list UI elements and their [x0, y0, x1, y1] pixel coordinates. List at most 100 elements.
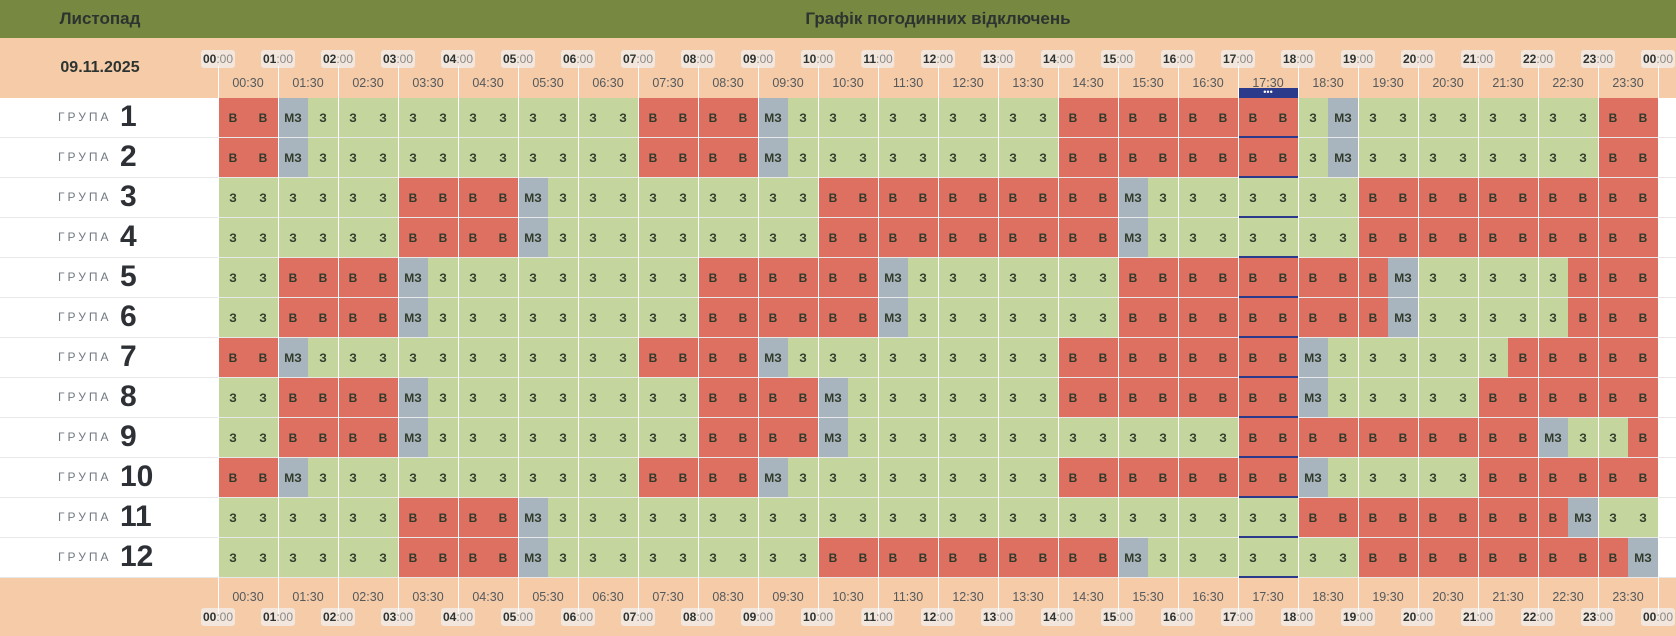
schedule-cell: З: [608, 338, 638, 378]
schedule-cell: З: [1118, 498, 1148, 538]
schedule-cell: З: [458, 258, 488, 298]
hour-tick: [1538, 578, 1539, 614]
schedule-cell: З: [908, 338, 938, 378]
schedule-cell: З: [458, 418, 488, 458]
schedule-cell: В: [1178, 338, 1208, 378]
schedule-cell: В: [1058, 378, 1088, 418]
hour-label-top: 04:00: [440, 50, 476, 68]
schedule-cell: В: [1448, 418, 1478, 458]
schedule-cell: В: [1388, 538, 1418, 578]
schedule-cell: З: [728, 178, 758, 218]
schedule-cell: В: [1358, 258, 1388, 298]
schedule-cell: З: [248, 538, 278, 578]
schedule-cell: В: [1478, 498, 1508, 538]
schedule-cell: В: [338, 258, 368, 298]
half-hour-label-bottom: 03:30: [412, 590, 444, 604]
current-time-underline: [1238, 176, 1298, 178]
schedule-cell: З: [1328, 378, 1358, 418]
schedule-cell: З: [1298, 178, 1328, 218]
schedule-cell: В: [1478, 538, 1508, 578]
schedule-cell: В: [338, 378, 368, 418]
hour-tick: [758, 578, 759, 614]
schedule-cell: З: [1418, 138, 1448, 178]
row-divider: [0, 257, 1676, 258]
schedule-cell: З: [938, 458, 968, 498]
hour-tick: [218, 66, 219, 98]
row-divider: [0, 457, 1676, 458]
schedule-cell: З: [788, 178, 818, 218]
schedule-cell: В: [938, 178, 968, 218]
half-hour-label-bottom: 07:30: [652, 590, 684, 604]
schedule-cell: В: [638, 138, 668, 178]
half-hour-label-bottom: 06:30: [592, 590, 624, 604]
schedule-cell: В: [938, 218, 968, 258]
schedule-cell: З: [758, 498, 788, 538]
half-hour-label-bottom: 00:30: [232, 590, 264, 604]
schedule-cell: З: [578, 338, 608, 378]
schedule-cell: МЗ: [758, 98, 788, 138]
schedule-cell: В: [1538, 338, 1568, 378]
half-hour-label-top: 13:30: [1012, 76, 1044, 90]
schedule-cell: З: [398, 98, 428, 138]
schedule-cell: З: [518, 458, 548, 498]
current-time-underline: [1238, 136, 1298, 138]
schedule-cell: МЗ: [1628, 538, 1658, 578]
schedule-cell: В: [1238, 338, 1268, 378]
schedule-cell: В: [1148, 98, 1178, 138]
schedule-cell: З: [848, 338, 878, 378]
schedule-cell: В: [1088, 98, 1118, 138]
schedule-cell: В: [908, 218, 938, 258]
schedule-cell: З: [848, 498, 878, 538]
schedule-cell: В: [1568, 178, 1598, 218]
row-divider: [0, 577, 1676, 578]
grid-hour-line: [1058, 98, 1059, 578]
schedule-cell: В: [1298, 298, 1328, 338]
group-label: ГРУПА 11: [0, 498, 200, 538]
schedule-cell: З: [218, 418, 248, 458]
schedule-cell: З: [458, 378, 488, 418]
schedule-cell: В: [398, 178, 428, 218]
grid-hour-line: [1658, 98, 1659, 578]
schedule-cell: З: [398, 138, 428, 178]
schedule-cell: В: [1298, 498, 1328, 538]
half-hour-label-top: 17:30: [1252, 76, 1284, 90]
half-hour-label-top: 00:30: [232, 76, 264, 90]
schedule-cell: В: [1628, 178, 1658, 218]
schedule-cell: З: [1298, 218, 1328, 258]
schedule-cell: З: [548, 98, 578, 138]
schedule-cell: В: [638, 338, 668, 378]
grid-hour-line: [578, 98, 579, 578]
half-hour-label-top: 05:30: [532, 76, 564, 90]
schedule-cell: З: [548, 178, 578, 218]
schedule-cell: З: [1298, 138, 1328, 178]
schedule-cell: В: [1478, 458, 1508, 498]
schedule-cell: З: [908, 298, 938, 338]
schedule-cell: В: [1568, 458, 1598, 498]
schedule-cell: В: [848, 258, 878, 298]
schedule-cell: МЗ: [1298, 338, 1328, 378]
schedule-cell: З: [518, 98, 548, 138]
half-hour-label-bottom: 22:30: [1552, 590, 1584, 604]
schedule-cell: З: [578, 178, 608, 218]
schedule-cell: В: [398, 218, 428, 258]
schedule-cell: В: [398, 498, 428, 538]
schedule-cell: З: [488, 258, 518, 298]
schedule-cell: З: [368, 458, 398, 498]
schedule-cell: З: [1448, 138, 1478, 178]
schedule-cell: З: [1388, 458, 1418, 498]
schedule-cell: З: [578, 98, 608, 138]
schedule-cell: В: [998, 538, 1028, 578]
schedule-cell: З: [608, 418, 638, 458]
schedule-cell: В: [1388, 418, 1418, 458]
schedule-cell: З: [1058, 258, 1088, 298]
schedule-cell: З: [908, 258, 938, 298]
half-hour-label-top: 06:30: [592, 76, 624, 90]
schedule-cell: В: [1508, 418, 1538, 458]
schedule-cell: В: [878, 218, 908, 258]
schedule-cell: В: [1418, 538, 1448, 578]
grid-hour-line: [1118, 98, 1119, 578]
schedule-cell: З: [548, 418, 578, 458]
schedule-cell: В: [818, 258, 848, 298]
schedule-cell: З: [698, 498, 728, 538]
schedule-cell: З: [668, 498, 698, 538]
